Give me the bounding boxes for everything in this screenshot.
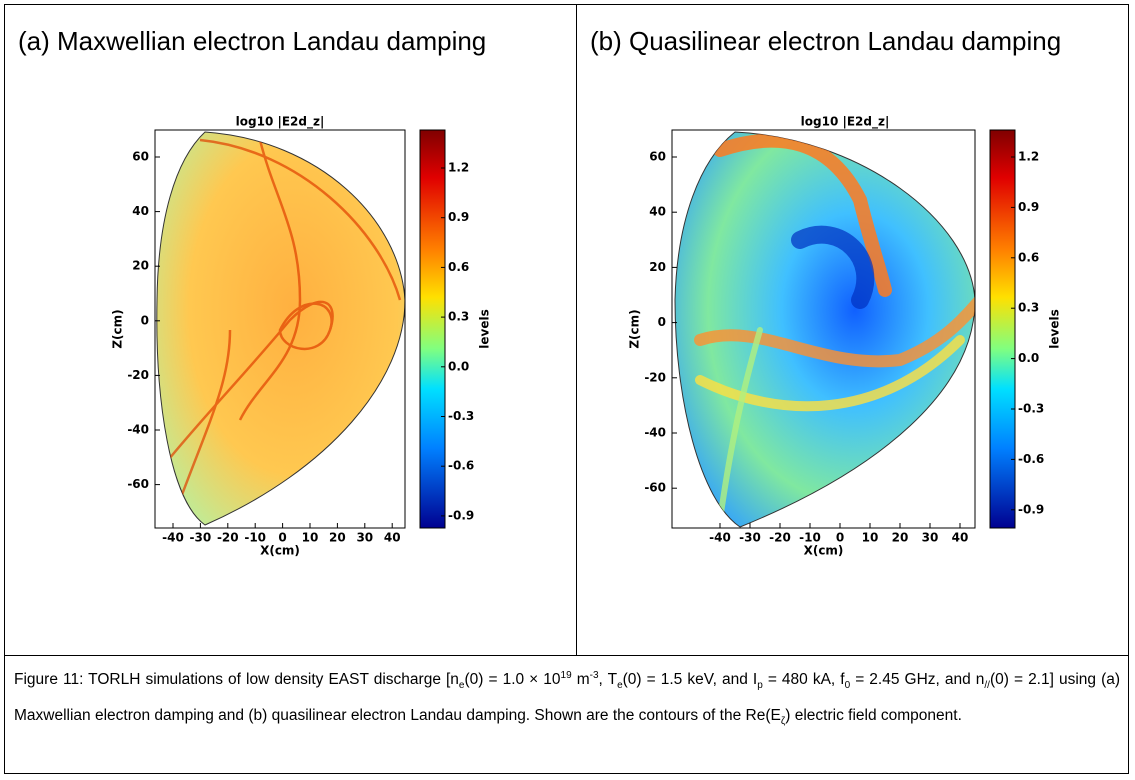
x-tick-label: 10 [302,531,319,545]
x-tick-label: -30 [739,531,761,545]
x-tick-label: 30 [922,531,939,545]
caption-text: (0) = 1.0 × 10 [464,671,560,688]
colorbar-tick-label: 0.0 [1018,351,1039,365]
caption-text: Figure 11: TORLH simulations of low dens… [14,671,459,688]
y-axis-label: Z(cm) [628,309,642,348]
caption-text: = 2.45 GHz, and n [850,671,984,688]
y-tick-label: 40 [649,205,666,219]
plot-title: log10 |E2d_z| [236,115,325,130]
caption-text: -3 [590,670,599,681]
x-tick-label: -10 [244,531,266,545]
x-tick-label: 0 [836,531,844,545]
y-tick-label: 60 [132,150,149,164]
x-tick-label: 20 [329,531,346,545]
x-tick-label: 0 [278,531,286,545]
x-tick-label: 40 [384,531,401,545]
colorbar-label: levels [478,309,492,348]
x-tick-label: -10 [799,531,821,545]
x-tick-label: 10 [862,531,879,545]
colorbar-tick-label: 0.9 [448,210,469,224]
heatmap [157,132,980,527]
colorbar-tick-label: -0.9 [1018,502,1044,516]
caption-text: 19 [561,670,572,681]
y-tick-label: -60 [644,481,666,495]
x-tick-label: -20 [217,531,239,545]
colorbar-tick-label: -0.6 [448,459,474,473]
caption-text: ) electric field component. [785,707,962,724]
caption-text: m [572,671,590,688]
plots: log10 |E2d_z| -40 -30 -20 -10 0 10 20 30 40 60 40 20… [0,0,1135,655]
y-tick-label: 0 [141,313,149,327]
caption-text: = 480 kA, f [763,671,845,688]
colorbar-tick-label: 0.9 [1018,200,1039,214]
y-tick-label: -20 [127,368,149,382]
x-tick-label: 20 [892,531,909,545]
y-tick-label: 20 [649,260,666,274]
x-tick-label: 40 [952,531,969,545]
y-tick-label: 0 [658,315,666,329]
plot-title: log10 |E2d_z| [801,115,890,130]
colorbar [990,130,1015,528]
y-tick-label: -60 [127,477,149,491]
y-tick-label: -20 [644,370,666,384]
colorbar-tick-label: -0.3 [448,409,474,423]
colorbar-tick-label: 1.2 [448,161,469,175]
colorbar [420,130,445,528]
colorbar-tick-label: -0.9 [448,508,474,522]
caption-text: , T [599,671,618,688]
y-tick-label: -40 [644,426,666,440]
x-axis-label: X(cm) [260,544,300,558]
figure-caption: Figure 11: TORLH simulations of low dens… [14,662,1120,734]
y-axis-label: Z(cm) [111,309,125,348]
caption-text: (0) = 1.5 keV, and I [623,671,758,688]
y-tick-label: -40 [127,423,149,437]
colorbar-tick-label: -0.3 [1018,402,1044,416]
y-tick-label: 60 [649,150,666,164]
y-tick-label: 20 [132,259,149,273]
figure-page: (a) Maxwellian electron Landau damping (… [0,0,1135,780]
colorbar-tick-label: 0.6 [1018,250,1039,264]
x-tick-label: 30 [356,531,373,545]
colorbar-tick-label: -0.6 [1018,452,1044,466]
colorbar-label: levels [1048,309,1062,348]
x-axis-label: X(cm) [804,544,844,558]
x-tick-label: -20 [769,531,791,545]
colorbar-tick-label: 0.3 [448,310,469,324]
x-tick-label: -40 [162,531,184,545]
colorbar-tick-label: 1.2 [1018,150,1039,164]
y-tick-label: 40 [132,204,149,218]
x-tick-label: -40 [709,531,731,545]
x-tick-label: -30 [190,531,212,545]
caption-divider [4,655,1129,656]
colorbar-tick-label: 0.0 [448,359,469,373]
colorbar-tick-label: 0.6 [448,260,469,274]
colorbar-tick-label: 0.3 [1018,301,1039,315]
